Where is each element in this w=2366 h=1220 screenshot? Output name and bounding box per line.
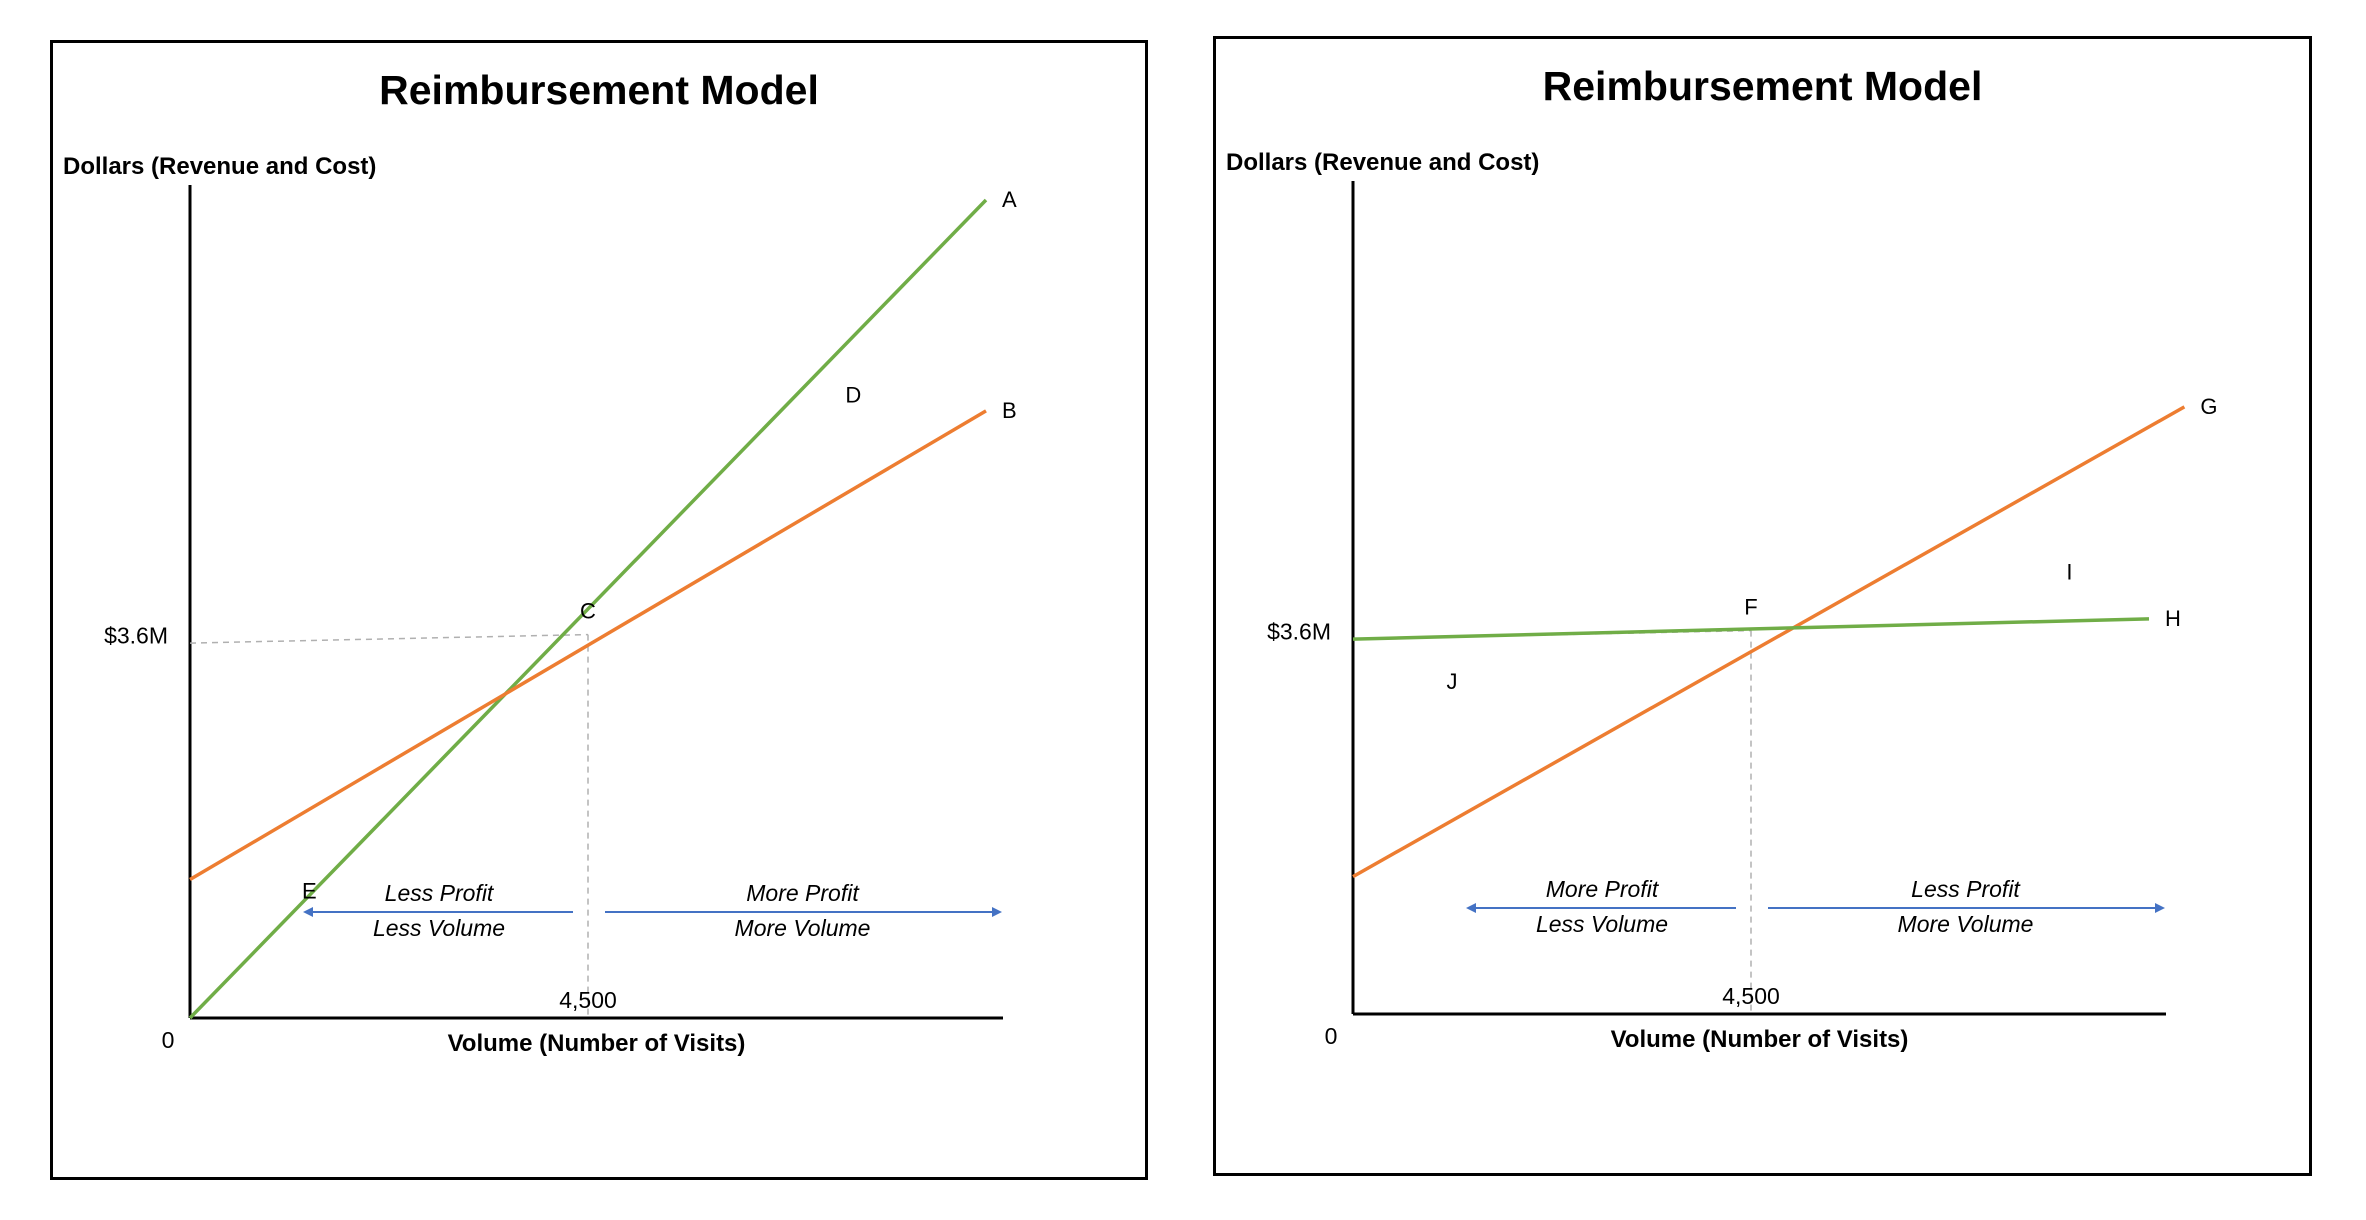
region-label: J: [1447, 669, 1458, 694]
chart-title: Reimbursement Model: [379, 67, 819, 113]
arrow-caption-bottom: More Volume: [735, 915, 871, 941]
y-tick-label: $3.6M: [1267, 619, 1331, 645]
arrow-caption-top: Less Profit: [1911, 876, 2021, 902]
x-tick-label: 4,500: [559, 987, 617, 1013]
arrow-caption-top: More Profit: [1546, 876, 1660, 902]
region-label: I: [2066, 559, 2072, 584]
arrow-caption-top: Less Profit: [385, 880, 495, 906]
intersection-label: C: [580, 599, 596, 624]
y-axis-label: Dollars (Revenue and Cost): [63, 153, 377, 180]
x-axis-label: Volume (Number of Visits): [448, 1030, 746, 1057]
arrow-caption-bottom: Less Volume: [1536, 911, 1668, 937]
series-end-label: G: [2200, 394, 2217, 419]
chart-title: Reimbursement Model: [1542, 63, 1983, 109]
chart-panel-right: Reimbursement Model Dollars (Revenue and…: [1213, 36, 2312, 1176]
chart-plot-left: A B C D E $3.6M 4,500 0 Volume (Number of Visits…: [104, 185, 1017, 1057]
series-end-label: H: [2165, 606, 2181, 631]
arrow-caption-bottom: More Volume: [1898, 911, 2034, 937]
arrow-caption-top: More Profit: [746, 880, 860, 906]
reference-line-horizontal: [189, 633, 589, 644]
y-axis-label: Dollars (Revenue and Cost): [1226, 149, 1540, 176]
region-label: E: [302, 879, 317, 904]
series-line-h: [1352, 617, 2150, 641]
origin-label: 0: [162, 1027, 175, 1053]
chart-plot-right: G H F I J $3.6M 4,500 0 Volume (Number of Visits…: [1267, 181, 2218, 1053]
origin-label: 0: [1325, 1023, 1338, 1049]
series-line-a: [188, 198, 988, 1020]
series-end-label: A: [1002, 187, 1017, 212]
region-label: D: [845, 382, 861, 407]
x-axis-label: Volume (Number of Visits): [1611, 1026, 1909, 1053]
intersection-label: F: [1744, 595, 1757, 620]
series-end-label: B: [1002, 398, 1017, 423]
y-tick-label: $3.6M: [104, 623, 168, 649]
x-tick-label: 4,500: [1722, 983, 1780, 1009]
chart-panel-left: Reimbursement Model Dollars (Revenue and…: [50, 40, 1148, 1180]
series-line-b: [189, 409, 987, 882]
series-line-g: [1352, 405, 2186, 879]
arrow-caption-bottom: Less Volume: [373, 915, 505, 941]
